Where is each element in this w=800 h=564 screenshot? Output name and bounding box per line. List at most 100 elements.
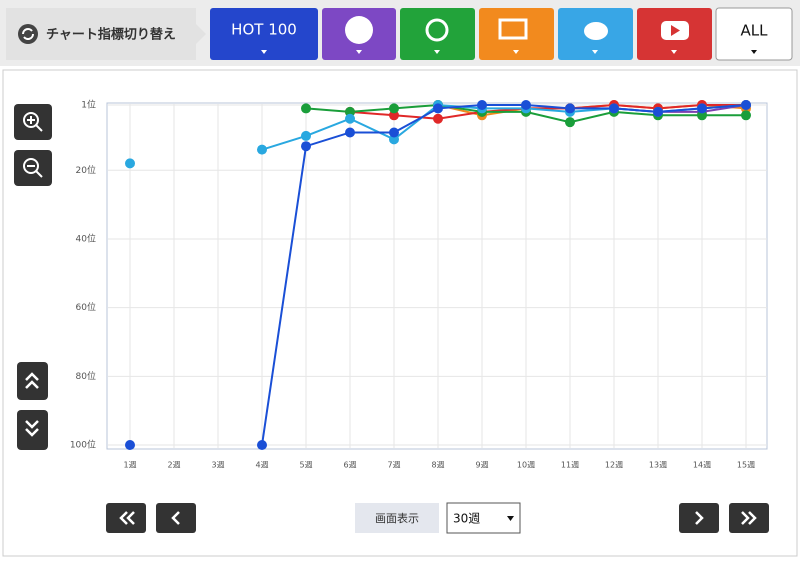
x-tick-label: 7週 — [387, 461, 400, 470]
scroll-down[interactable] — [17, 410, 48, 450]
x-tick-label: 14週 — [693, 461, 711, 470]
tab-caret — [751, 50, 757, 54]
week-select[interactable]: 30週 — [446, 502, 521, 534]
button-bg — [14, 104, 52, 140]
data-point — [609, 103, 619, 114]
label-arrow — [196, 24, 206, 44]
data-point — [697, 110, 707, 121]
data-point — [433, 103, 443, 114]
data-point — [741, 100, 751, 110]
button-bg — [156, 503, 196, 533]
data-point — [389, 127, 399, 138]
display-label-box — [355, 503, 439, 533]
last-page[interactable] — [729, 503, 769, 533]
icon — [25, 420, 39, 437]
x-tick-label: 8週 — [431, 461, 444, 470]
y-tick-label: 40位 — [76, 232, 96, 244]
data-point — [257, 440, 267, 450]
zoom-out[interactable] — [14, 150, 52, 186]
icon — [25, 372, 39, 389]
icon — [119, 511, 135, 525]
tab-twitter[interactable] — [558, 8, 633, 60]
data-point — [257, 144, 267, 155]
button-bg — [17, 410, 48, 450]
tab-label: ALL — [741, 22, 769, 40]
tab-caret — [356, 50, 362, 54]
data-point — [389, 110, 399, 121]
switch-icon — [18, 24, 38, 44]
tab-tv[interactable] — [479, 8, 554, 60]
zoom-in[interactable] — [14, 104, 52, 140]
tab-bg — [210, 8, 318, 60]
data-point — [301, 141, 311, 152]
tab-icon — [498, 18, 528, 40]
tab-icon — [345, 16, 373, 44]
data-point — [389, 103, 399, 114]
tab-icon — [584, 22, 608, 40]
tab-bg — [400, 8, 475, 60]
tab-youtube[interactable] — [637, 8, 712, 60]
button-bg — [14, 150, 52, 186]
tab-icon — [425, 18, 449, 42]
prev-page[interactable] — [156, 503, 196, 533]
data-point — [125, 440, 135, 450]
button-bg — [679, 503, 719, 533]
data-point — [125, 158, 135, 169]
icon — [171, 511, 180, 525]
x-tick-label: 12週 — [605, 461, 623, 470]
data-point — [389, 134, 399, 145]
switch-arrows — [22, 28, 34, 40]
tab-icon-play — [671, 25, 680, 36]
data-point — [345, 127, 355, 138]
toolbar-label: チャート指標切り替え — [46, 27, 176, 43]
icon — [27, 165, 43, 178]
tab-all[interactable]: ALL — [715, 7, 793, 61]
data-point — [345, 113, 355, 124]
tab-bg — [479, 8, 554, 60]
icon — [23, 112, 39, 128]
icon — [741, 511, 757, 525]
x-tick-label: 5週 — [299, 461, 312, 470]
x-tick-label: 2週 — [167, 461, 180, 470]
tab-download[interactable] — [322, 8, 396, 60]
next-page[interactable] — [679, 503, 719, 533]
x-tick-label: 10週 — [517, 461, 535, 470]
display-label: 画面表示 — [375, 511, 419, 525]
data-point — [565, 103, 575, 114]
data-point — [653, 106, 663, 117]
y-tick-label: 100位 — [70, 439, 96, 451]
scroll-up[interactable] — [17, 362, 48, 400]
tab-caret — [261, 50, 267, 54]
tab-caret — [434, 50, 440, 54]
select-caret — [507, 516, 514, 521]
x-tick-label: 11週 — [561, 461, 579, 470]
data-point — [345, 106, 355, 117]
x-tick-label: 4週 — [255, 461, 268, 470]
data-point — [521, 100, 531, 110]
y-tick-label: 1位 — [81, 99, 96, 111]
first-page[interactable] — [106, 503, 146, 533]
select-box — [446, 502, 521, 534]
x-tick-label: 9週 — [475, 461, 488, 470]
y-tick-label: 60位 — [76, 301, 96, 313]
tab-label: HOT 100 — [231, 21, 297, 39]
tab-bg — [715, 7, 793, 61]
x-tick-label: 13週 — [649, 461, 667, 470]
series-line — [261, 104, 747, 446]
tab-caret — [513, 50, 519, 54]
tab-caret — [671, 50, 677, 54]
y-tick-label: 80位 — [76, 370, 96, 382]
plot-area — [106, 102, 768, 450]
button-bg — [106, 503, 146, 533]
tab-caret — [592, 50, 598, 54]
data-point — [477, 100, 487, 110]
tab-hot100[interactable]: HOT 100 — [210, 8, 318, 60]
data-point — [741, 110, 751, 121]
x-tick-label: 6週 — [343, 461, 356, 470]
x-tick-label: 1週 — [123, 461, 136, 470]
data-point — [697, 103, 707, 114]
tab-radio[interactable] — [400, 8, 475, 60]
data-point — [565, 117, 575, 128]
